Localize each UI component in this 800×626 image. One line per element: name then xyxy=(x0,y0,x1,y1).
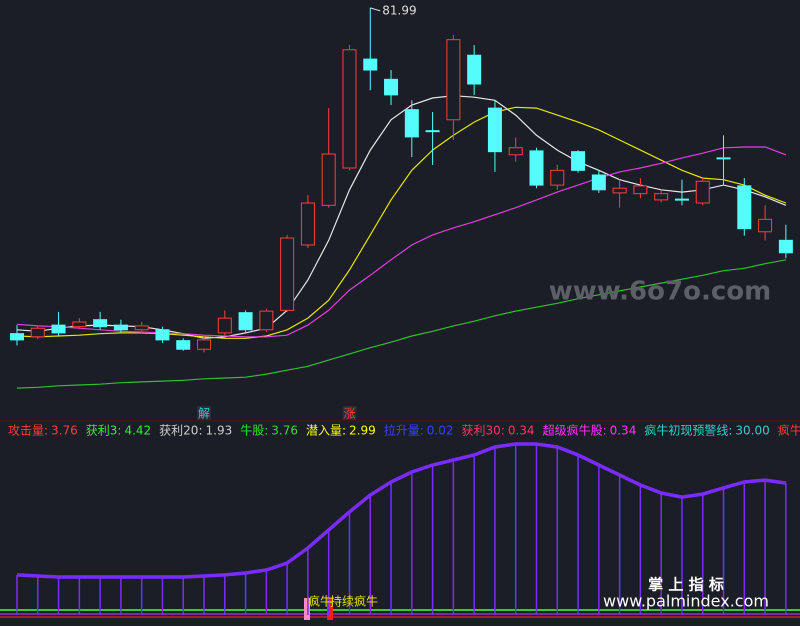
candle-body xyxy=(674,198,689,201)
high-label: 81.99 xyxy=(382,3,416,17)
site: www.palmindex.com xyxy=(603,592,769,611)
candle-body xyxy=(300,202,315,246)
legend-name: 获利3: xyxy=(86,424,122,438)
candle-body xyxy=(550,169,565,186)
candle-body xyxy=(737,185,752,230)
candle-body xyxy=(487,107,502,153)
legend-name: 牛股: xyxy=(240,423,268,438)
candle-body xyxy=(384,78,399,96)
legend-value: 4.42 xyxy=(124,424,151,438)
candle-body xyxy=(321,153,336,206)
legend-name: 攻击量: xyxy=(8,424,48,438)
candle-body xyxy=(93,319,108,328)
legend-value: 2.99 xyxy=(349,424,376,438)
candle-body xyxy=(695,180,710,204)
candle-body xyxy=(176,340,191,350)
signal-label: 涨 xyxy=(343,406,355,421)
legend-value: 0.02 xyxy=(427,424,454,438)
legend-name: 拉升量: xyxy=(384,423,424,438)
candle-body xyxy=(30,327,45,338)
legend-value: 0.34 xyxy=(610,424,637,438)
signal-text: 持续疯牛 xyxy=(330,594,378,609)
legend-name: 超级疯牛股: xyxy=(543,423,607,438)
signal-box xyxy=(342,406,357,420)
candle-body xyxy=(72,321,87,328)
legend-name: 疯牛极端预警线 xyxy=(778,423,800,438)
signal-label: 解 xyxy=(198,407,210,421)
candle-body xyxy=(467,54,482,85)
signal-bar xyxy=(304,598,310,620)
signal-box xyxy=(197,406,212,420)
brand: 掌 上 指 标 xyxy=(648,576,724,594)
legend-value: 1.93 xyxy=(206,424,233,438)
candle-body xyxy=(134,325,149,331)
candle-body xyxy=(280,237,295,311)
legend-value: 0.34 xyxy=(508,424,535,438)
candle-body xyxy=(217,317,232,334)
signal-text: 疯牛 xyxy=(308,594,332,609)
legend-name: 潜入量: xyxy=(306,424,346,438)
candle-body xyxy=(758,218,773,233)
candle-body xyxy=(633,185,648,195)
watermark: www.6o7o.com xyxy=(549,277,771,307)
legend-value: 30.00 xyxy=(735,424,769,438)
moving-average-line xyxy=(16,146,787,338)
candle-body xyxy=(197,339,212,350)
candle-body xyxy=(259,310,274,331)
candle-body xyxy=(238,312,253,331)
candle-body xyxy=(363,58,378,71)
high-marker xyxy=(370,7,381,12)
legend-value: 3.76 xyxy=(51,424,78,438)
moving-average-line xyxy=(16,106,787,339)
candle-body xyxy=(51,324,66,334)
signal-bar xyxy=(327,598,333,620)
candle-body xyxy=(654,193,669,201)
legend-name: 获利20: xyxy=(159,424,202,438)
candle-body xyxy=(529,150,544,186)
candle-body xyxy=(778,239,793,254)
candle-body xyxy=(716,157,731,160)
candle-body xyxy=(508,147,523,156)
candle-body xyxy=(113,324,128,331)
candle-body xyxy=(342,49,357,169)
legend-name: 疯牛初现预警线: xyxy=(644,423,732,438)
moving-average-line xyxy=(16,259,787,389)
candle-body xyxy=(155,329,170,341)
candle-body xyxy=(612,187,627,194)
candle-body xyxy=(591,174,606,191)
candle-body xyxy=(571,151,586,171)
candle-body xyxy=(10,333,24,341)
legend-name: 获利30: xyxy=(462,424,505,438)
candle-body xyxy=(425,130,440,133)
indicator-line xyxy=(16,442,787,579)
candle-body xyxy=(404,109,419,138)
candle-body xyxy=(446,39,461,121)
legend-value: 3.76 xyxy=(271,424,298,438)
